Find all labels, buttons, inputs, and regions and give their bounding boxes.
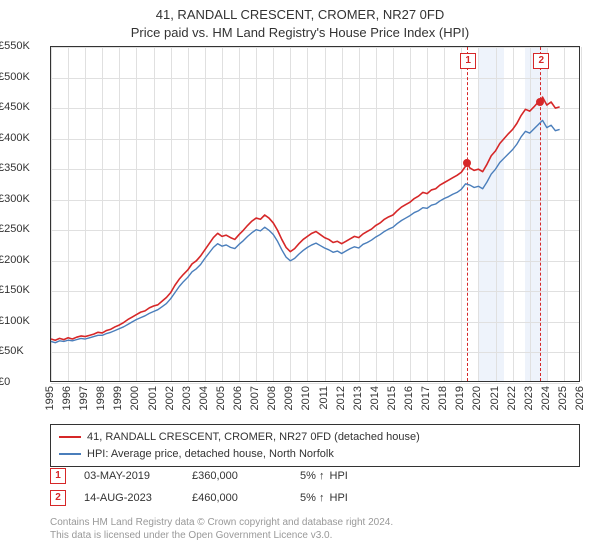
events-table: 1 03-MAY-2019 £360,000 5% HPI 2 14-AUG-2023 £4… [50,468,390,512]
event-row-date: 03-MAY-2019 [84,470,174,482]
event-row-price: £360,000 [192,470,282,482]
legend-row: HPI: Average price, detached house, Nort… [59,446,571,463]
x-tick-label: 2003 [181,386,193,410]
x-tick-label: 2025 [557,386,569,410]
x-tick-label: 2017 [420,386,432,410]
y-tick-label: £200K [0,254,46,266]
y-tick-label: £300K [0,193,46,205]
y-tick-label: £400K [0,132,46,144]
x-tick-label: 2011 [318,386,330,410]
x-tick-label: 2006 [232,386,244,410]
x-tick-label: 2015 [386,386,398,410]
x-tick-label: 2019 [454,386,466,410]
event-row: 2 14-AUG-2023 £460,000 5% HPI [50,490,390,506]
y-tick-label: £500K [0,71,46,83]
x-tick-label: 1995 [44,386,56,410]
title-line1: 41, RANDALL CRESCENT, CROMER, NR27 0FD [0,6,600,24]
series-svg [51,47,581,383]
x-tick-label: 1999 [112,386,124,410]
x-tick-label: 2018 [437,386,449,410]
y-tick-label: £50K [0,345,46,357]
y-axis: £0£50K£100K£150K£200K£250K£300K£350K£400… [0,46,50,382]
event-row-delta: 5% HPI [300,492,390,504]
x-tick-label: 2009 [283,386,295,410]
event-row-badge: 1 [50,468,66,484]
y-tick-label: £550K [0,40,46,52]
footer-line2: This data is licensed under the Open Gov… [50,529,393,542]
event-row: 1 03-MAY-2019 £360,000 5% HPI [50,468,390,484]
x-tick-label: 1996 [61,386,73,410]
legend-row: 41, RANDALL CRESCENT, CROMER, NR27 0FD (… [59,429,571,446]
x-tick-label: 2001 [147,386,159,410]
gridline-v [581,47,582,381]
y-tick-label: £150K [0,284,46,296]
x-tick-label: 2022 [506,386,518,410]
y-tick-label: £100K [0,315,46,327]
up-arrow-icon: HPI [319,492,348,504]
y-tick-label: £250K [0,223,46,235]
legend-label: HPI: Average price, detached house, Nort… [87,446,334,463]
x-tick-label: 2020 [471,386,483,410]
title-line2: Price paid vs. HM Land Registry's House … [0,24,600,42]
x-tick-label: 2004 [198,386,210,410]
footer: Contains HM Land Registry data © Crown c… [50,516,393,542]
x-tick-label: 2005 [215,386,227,410]
x-tick-label: 2000 [129,386,141,410]
event-row-delta: 5% HPI [300,470,390,482]
x-tick-label: 2016 [403,386,415,410]
x-tick-label: 2010 [300,386,312,410]
y-tick-label: £0 [0,376,46,388]
plot-area: 12 [50,46,580,382]
x-tick-label: 2014 [369,386,381,410]
event-row-date: 14-AUG-2023 [84,492,174,504]
footer-line1: Contains HM Land Registry data © Crown c… [50,516,393,529]
event-row-price: £460,000 [192,492,282,504]
x-tick-label: 2026 [574,386,586,410]
y-tick-label: £350K [0,162,46,174]
x-tick-label: 2002 [164,386,176,410]
legend-label: 41, RANDALL CRESCENT, CROMER, NR27 0FD (… [87,429,420,446]
event-row-badge: 2 [50,490,66,506]
x-tick-label: 2007 [249,386,261,410]
x-tick-label: 2012 [335,386,347,410]
x-tick-label: 2023 [523,386,535,410]
x-tick-label: 2013 [352,386,364,410]
x-tick-label: 1998 [95,386,107,410]
series-blue [51,120,560,342]
title-block: 41, RANDALL CRESCENT, CROMER, NR27 0FD P… [0,0,600,41]
x-tick-label: 1997 [78,386,90,410]
x-tick-label: 2021 [489,386,501,410]
up-arrow-icon: HPI [319,470,348,482]
x-tick-label: 2024 [540,386,552,410]
x-tick-label: 2008 [266,386,278,410]
series-red [51,97,560,340]
legend: 41, RANDALL CRESCENT, CROMER, NR27 0FD (… [50,424,580,467]
x-axis: 1995199619971998199920002001200220032004… [50,382,580,422]
y-tick-label: £450K [0,101,46,113]
chart-container: 41, RANDALL CRESCENT, CROMER, NR27 0FD P… [0,0,600,560]
legend-swatch [59,453,81,455]
legend-swatch [59,436,81,438]
